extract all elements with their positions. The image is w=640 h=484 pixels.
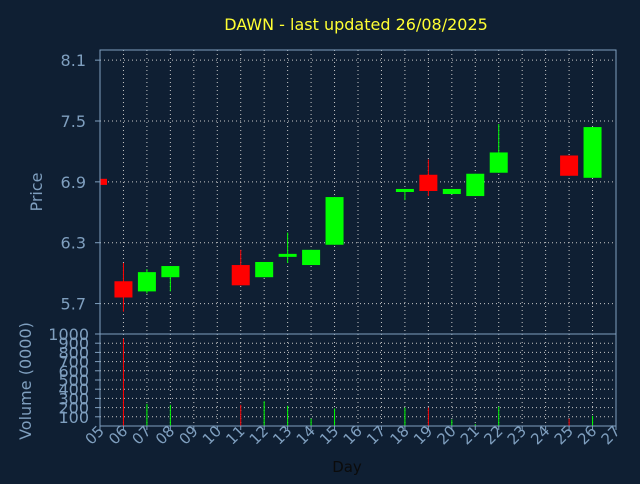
chart-title: DAWN - last updated 26/08/2025 (224, 15, 488, 34)
x-axis-label: Day (332, 458, 362, 476)
candle-up (137, 272, 156, 292)
candle-up (442, 188, 461, 195)
candle-down (419, 174, 438, 191)
volume-tick-label: 400 (58, 380, 89, 399)
price-axis-label: Price (27, 172, 46, 211)
volume-axis-label: Volume (0000) (16, 322, 35, 440)
price-tick-label: 8.1 (61, 51, 86, 70)
price-tick-label: 6.9 (61, 173, 86, 192)
volume-tick-label: 100 (58, 408, 89, 427)
volume-bars (122, 338, 594, 426)
x-ticks: 0506070809101112131415161718192021222324… (82, 422, 624, 448)
volume-plot-frame (99, 333, 617, 427)
price-plot-frame (99, 49, 617, 335)
volume-grid (100, 334, 616, 426)
candle-down (100, 178, 107, 185)
volume-tick-label: 600 (58, 362, 89, 381)
candle-up (489, 152, 508, 173)
candle-up (325, 197, 344, 245)
candle-up (161, 266, 180, 278)
candle-up (302, 249, 321, 266)
volume-tick-label: 500 (58, 371, 89, 390)
volume-tick-label: 800 (58, 343, 89, 362)
price-tick-label: 7.5 (61, 112, 86, 131)
price-grid (100, 50, 616, 334)
price-tick-label: 5.7 (61, 295, 86, 314)
candle-up (466, 173, 485, 197)
price-y-ticks: 5.7 6.3 6.9 7.5 8.1 (61, 51, 100, 314)
volume-tick-label: 200 (58, 399, 89, 418)
candle-down (114, 281, 133, 298)
price-tick-label: 6.3 (61, 234, 86, 253)
candle-up (278, 253, 297, 257)
price-candles (99, 124, 602, 312)
volume-tick-label: 900 (58, 334, 89, 353)
candle-up (395, 188, 414, 192)
volume-tick-label: 1000 (48, 325, 89, 344)
candle-up (583, 127, 602, 178)
candle-down (560, 155, 579, 176)
candle-up (255, 261, 274, 278)
volume-tick-label: 300 (58, 389, 89, 408)
candle-down (231, 265, 250, 286)
volume-tick-label: 700 (58, 353, 89, 372)
